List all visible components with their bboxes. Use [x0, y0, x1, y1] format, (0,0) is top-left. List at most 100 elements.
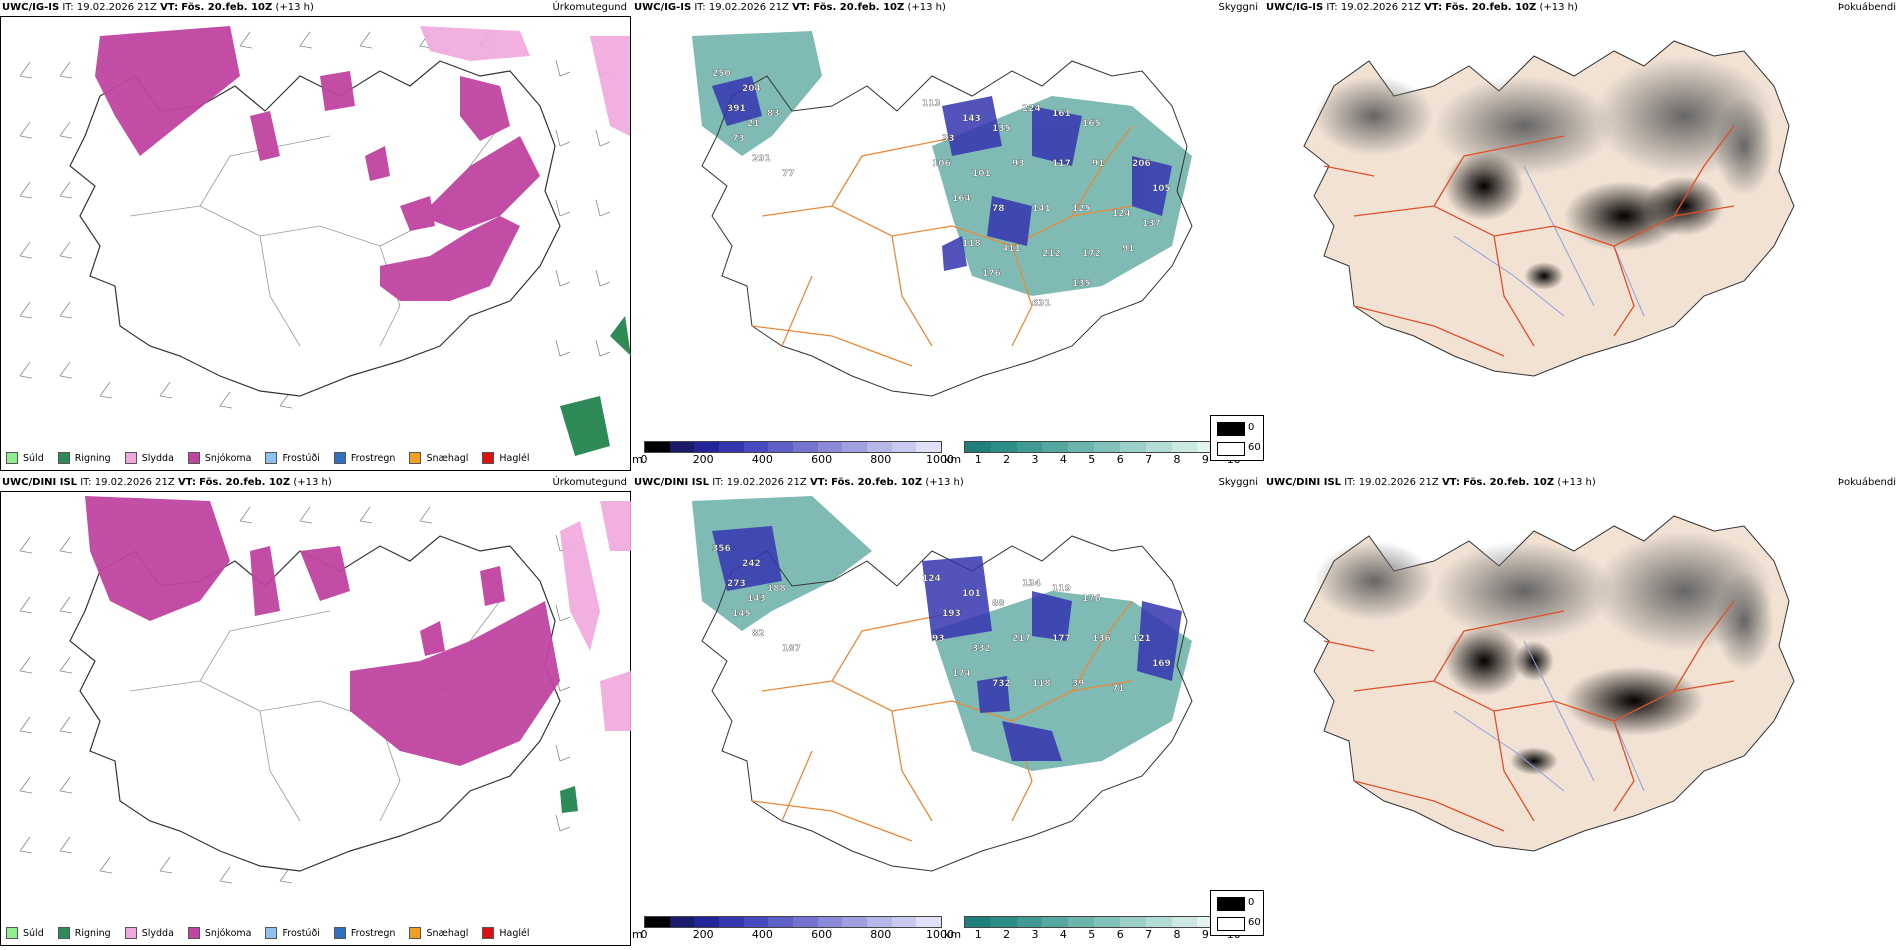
ceiling-value-label: 193 [942, 609, 961, 619]
ceiling-value-label: 135 [992, 124, 1011, 134]
panel-title: Úrkomutegund [552, 477, 627, 488]
panel-title: Skyggni [1218, 2, 1258, 13]
ceiling-ticks: 0 200 400 600 800 1000 [640, 453, 955, 466]
legend-item: Haglél [482, 927, 530, 939]
legend-swatch [6, 927, 18, 939]
legend-label: Frostúði [282, 452, 320, 464]
legend-label: Snæhagl [426, 927, 469, 939]
fog-legend-min: 0 [1248, 897, 1255, 908]
sleet-areas [560, 501, 631, 731]
colorbar-segment [916, 442, 941, 452]
ceiling-value-label: 411 [1002, 244, 1021, 254]
lead-time: (+13 h) [1557, 477, 1596, 488]
panel-header: UWC/DINI ISL IT: 19.02.2026 21Z VT: Fös.… [0, 475, 631, 491]
visibility-colorbar: km 12345678910 [944, 441, 1250, 467]
ceiling-value-label: 169 [1152, 659, 1171, 669]
colorbar-segment [743, 917, 769, 927]
legend-item: Frostregn [333, 452, 395, 464]
colorbar-segment [842, 442, 867, 452]
ceiling-value-label: 273 [727, 579, 746, 589]
lead-time: (+13 h) [293, 477, 332, 488]
visibility-color-strip [964, 916, 1250, 928]
legend-label: Frostregn [350, 927, 396, 939]
ceiling-value-label: 91 [1122, 244, 1135, 254]
colorbar-segment [768, 917, 793, 927]
ceiling-value-label: 224 [1022, 104, 1041, 114]
colorbar-segment [817, 442, 843, 452]
ceiling-value-label: 106 [932, 159, 951, 169]
ceiling-value-label: 176 [982, 269, 1001, 279]
it-label: IT: [694, 2, 706, 13]
colorbar-segment [1119, 917, 1146, 927]
ceiling-unit: m [632, 928, 643, 941]
colorbar-segment [768, 442, 793, 452]
ceiling-value-label: 73 [732, 134, 745, 144]
legend-label: Snjókoma [204, 927, 252, 939]
it-value: 19.02.2026 21Z [94, 477, 175, 488]
colorbar-segment [1094, 442, 1120, 452]
panel-title: Þokuábendi [1837, 2, 1896, 13]
low-ceiling-patches [712, 526, 1182, 761]
ceiling-unit: m [632, 453, 643, 466]
ceiling-colorbar: m 0 200 400 600 800 1000 [632, 916, 954, 942]
vt-label: VT: [160, 2, 179, 13]
model-name: UWC/IG-IS [2, 2, 60, 13]
vt-value: Fös. 20.feb. 10Z [831, 477, 923, 488]
iceland-fog-map[interactable] [1264, 491, 1900, 946]
colorbar-segment [1119, 442, 1146, 452]
legend-swatch [187, 452, 200, 464]
precip-type-legend: Súld Rigning Slydda Snjókoma Frostúði Frostre… [6, 926, 530, 940]
iceland-precip-map[interactable] [0, 16, 631, 471]
visibility-unit: km [944, 928, 962, 941]
ceiling-value-label: 125 [1072, 204, 1091, 214]
vt-value: Fös. 20.feb. 10Z [813, 2, 905, 13]
colorbar-segment [1171, 442, 1198, 452]
legend-item: Slydda [124, 452, 174, 464]
wind-barbs [19, 31, 611, 409]
ceiling-value-label: 217 [1012, 634, 1031, 644]
legend-label: Haglél [499, 927, 530, 939]
colorbar-segment [866, 917, 892, 927]
ceiling-value-label: 172 [1082, 249, 1101, 259]
legend-label: Rigning [74, 452, 111, 464]
panel-title: Þokuábendi [1837, 477, 1896, 488]
fog-legend-black-swatch [1217, 422, 1245, 436]
colorbar-segment [1068, 917, 1095, 927]
rain-areas [560, 786, 578, 813]
ceiling-value-label: 71 [1112, 684, 1125, 694]
colorbar-tick: 600 [811, 453, 833, 466]
precip-type-legend: Súld Rigning Slydda Snjókoma Frostúði Frostre… [6, 451, 530, 465]
colorbar-tick: 0 [640, 453, 648, 466]
ceiling-value-label: 134 [1022, 579, 1041, 589]
colorbar-tick: 8 [1173, 453, 1181, 466]
legend-label: Súld [23, 452, 44, 464]
ceiling-value-label: 93 [932, 634, 945, 644]
ceiling-value-label: 187 [782, 644, 801, 654]
rivers [1453, 640, 1645, 792]
iceland-coastline [69, 60, 561, 397]
rivers [1453, 165, 1645, 317]
iceland-fog-map[interactable] [1264, 16, 1900, 471]
precip-type-panel: UWC/IG-IS IT: 19.02.2026 21Z VT: Fös. 20… [0, 2, 631, 471]
colorbar-tick: 4 [1059, 453, 1067, 466]
ceiling-value-label: 631 [1032, 299, 1051, 309]
fog-legend-max: 60 [1248, 442, 1261, 453]
fog-indicator-panel: UWC/DINI ISL IT: 19.02.2026 21Z VT: Fös.… [1210, 477, 1900, 946]
colorbar-tick: 1 [974, 453, 982, 466]
lead-time: (+13 h) [275, 2, 314, 13]
iceland-precip-map[interactable] [0, 491, 631, 946]
legend-label: Haglél [499, 452, 530, 464]
colorbar-tick: 1000 [926, 453, 954, 466]
colorbar-segment [817, 917, 843, 927]
colorbar-tick: 6 [1116, 453, 1124, 466]
fog-shading [1314, 56, 1774, 290]
colorbar-segment [1171, 917, 1198, 927]
snow-areas [95, 26, 540, 301]
vt-value: Fös. 20.feb. 10Z [1445, 2, 1537, 13]
colorbar-tick: 800 [870, 928, 892, 941]
ceiling-value-label: 78 [992, 204, 1005, 214]
vt-value: Fös. 20.feb. 10Z [181, 2, 273, 13]
ceiling-value-label: 145 [732, 609, 751, 619]
